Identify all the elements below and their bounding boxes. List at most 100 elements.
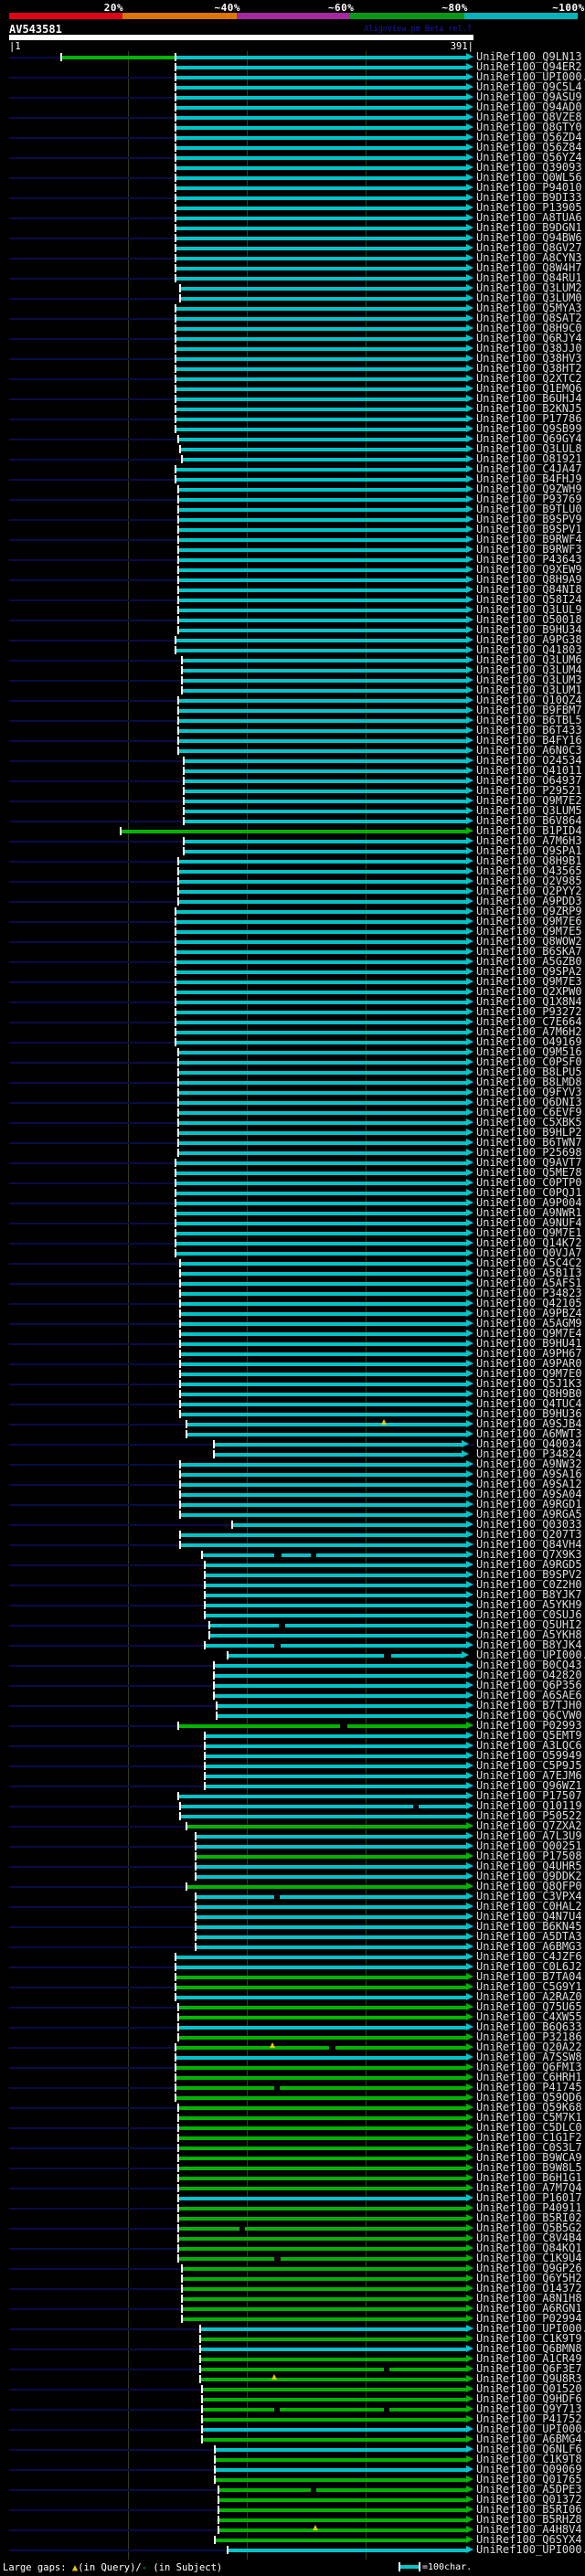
alignment-bar[interactable] [197,1855,466,1859]
alignment-bar[interactable] [176,166,466,170]
hit-label[interactable]: UniRef100_Q9SPA1 [476,844,582,857]
hit-label[interactable]: UniRef100_Q6BMN8 [476,2342,582,2355]
alignment-bar[interactable] [179,2006,466,2009]
alignment-bar[interactable] [176,66,466,69]
hit-label[interactable]: UniRef100_Q9M7E1 [476,1226,582,1239]
alignment-bar[interactable] [176,1966,466,1969]
hit-label[interactable]: UniRef100_B9WCA9 [476,2151,582,2164]
hit-label[interactable]: UniRef100_A7EJM6 [476,1769,582,1782]
hit-label[interactable]: UniRef100_O81921 [476,452,582,465]
alignment-bar[interactable] [176,1212,466,1215]
hit-label[interactable]: UniRef100_Q42105 [476,1297,582,1309]
hit-label[interactable]: UniRef100_B1PID4 [476,824,582,837]
hit-label[interactable]: UniRef100_Q9U8R3 [476,2372,582,2385]
alignment-bar[interactable] [185,800,466,803]
alignment-bar[interactable] [176,227,466,230]
hit-label[interactable]: UniRef100_Q6P356 [476,1679,582,1691]
hit-label[interactable]: UniRef100_A5AGM9 [476,1317,582,1330]
hit-label[interactable]: UniRef100_P13905 [476,201,582,214]
hit-label[interactable]: UniRef100_O14372 [476,2282,582,2295]
alignment-bar[interactable] [181,1393,466,1396]
hit-label[interactable]: UniRef100_P41752 [476,2412,582,2425]
hit-label[interactable]: UniRef100_Q8VZE8 [476,111,582,123]
alignment-bar[interactable] [179,1061,466,1065]
hit-label[interactable]: UniRef100_A9RGD1 [476,1498,582,1511]
alignment-bar[interactable] [176,950,466,954]
hit-label[interactable]: UniRef100_Q41803 [476,643,582,656]
alignment-bar[interactable] [176,418,466,421]
hit-label[interactable]: UniRef100_A5GZB0 [476,955,582,968]
hit-label[interactable]: UniRef100_Q0WL56 [476,171,582,184]
alignment-bar[interactable] [122,830,466,833]
alignment-bar[interactable] [181,1373,466,1376]
alignment-bar[interactable] [179,438,466,441]
hit-label[interactable]: UniRef100_Q8H9C0 [476,322,582,334]
hit-label[interactable]: UniRef100_A9NUF4 [476,1216,582,1229]
alignment-bar[interactable] [181,1413,466,1416]
alignment-bar[interactable] [179,2136,466,2140]
alignment-bar[interactable] [181,1322,466,1326]
hit-label[interactable]: UniRef100_Q9C5L4 [476,80,582,93]
alignment-bar[interactable] [179,568,466,572]
hit-label[interactable]: UniRef100_B9HU36 [476,1407,582,1420]
hit-label[interactable]: UniRef100_Q9GP26 [476,2262,582,2274]
hit-label[interactable]: UniRef100_P25698 [476,1146,582,1159]
alignment-bar[interactable] [176,1171,466,1175]
hit-label[interactable]: UniRef100_Q10119 [476,1799,582,1812]
hit-label[interactable]: UniRef100_B7TA04 [476,1970,582,1983]
hit-label[interactable]: UniRef100_Q3LUL8 [476,442,582,455]
alignment-bar[interactable] [176,116,466,120]
alignment-bar[interactable] [181,1543,466,1547]
hit-label[interactable]: UniRef100_Q9LN13 [476,50,582,63]
hit-label[interactable]: UniRef100_B9RWF4 [476,533,582,546]
alignment-bar[interactable] [179,860,466,864]
alignment-bar[interactable] [176,257,466,260]
hit-label[interactable]: UniRef100_Q9AVT7 [476,1156,582,1169]
alignment-bar[interactable] [183,2307,466,2311]
alignment-bar[interactable] [181,1403,466,1406]
alignment-bar[interactable] [181,1473,466,1477]
hit-label[interactable]: UniRef100_C7E664 [476,1015,582,1028]
hit-label[interactable]: UniRef100_A9SJB4 [476,1417,582,1430]
alignment-bar[interactable] [176,146,466,150]
alignment-bar[interactable] [181,287,466,291]
hit-label[interactable]: UniRef100_Q7ZXA2 [476,1819,582,1832]
hit-label[interactable]: UniRef100_B6TWN7 [476,1136,582,1149]
hit-label[interactable]: UniRef100_Q9DDK2 [476,1870,582,1882]
alignment-bar[interactable] [176,1976,466,1979]
alignment-bar[interactable] [176,649,466,652]
hit-label[interactable]: UniRef100_C4JZF6 [476,1950,582,1963]
alignment-bar[interactable] [216,2478,466,2482]
alignment-bar[interactable] [181,1342,466,1346]
hit-label[interactable]: UniRef100_Q6CVW0 [476,1709,582,1722]
hit-label[interactable]: UniRef100_P40911 [476,2201,582,2214]
hit-label[interactable]: UniRef100_A5B1I3 [476,1267,582,1279]
hit-label[interactable]: UniRef100_Q5J1K3 [476,1377,582,1390]
alignment-bar[interactable] [181,1493,466,1497]
hit-label[interactable]: UniRef100_Q84KQ1 [476,2242,582,2254]
alignment-bar[interactable] [179,739,466,743]
hit-label[interactable]: UniRef100_P93769 [476,493,582,505]
hit-label[interactable]: UniRef100_Q03033 [476,1518,582,1531]
hit-label[interactable]: UniRef100_Q5EMT9 [476,1729,582,1742]
alignment-bar[interactable] [179,2227,466,2231]
hit-label[interactable]: UniRef100_C5M7K1 [476,2111,582,2124]
alignment-bar[interactable] [176,920,466,924]
hit-label[interactable]: UniRef100_Q6Y5H2 [476,2272,582,2284]
hit-label[interactable]: UniRef100_A8N1H8 [476,2292,582,2305]
alignment-bar[interactable] [179,2187,466,2190]
hit-label[interactable]: UniRef100_Q84VH4 [476,1538,582,1551]
hit-label[interactable]: UniRef100_Q38JJ0 [476,342,582,355]
alignment-bar[interactable] [179,1151,466,1155]
alignment-bar[interactable] [203,2408,466,2412]
alignment-bar[interactable] [215,1453,462,1457]
hit-label[interactable]: UniRef100_Q38HV3 [476,352,582,365]
hit-label[interactable]: UniRef100_Q207T3 [476,1528,582,1541]
hit-label[interactable]: UniRef100_B8LMD8 [476,1076,582,1088]
hit-label[interactable]: UniRef100_C1G1F2 [476,2131,582,2144]
hit-label[interactable]: UniRef100_A7M7Q4 [476,2181,582,2194]
hit-label[interactable]: UniRef100_A9PG38 [476,633,582,646]
hit-label[interactable]: UniRef100_C1K9U4 [476,2252,582,2264]
hit-label[interactable]: UniRef100_A1CR49 [476,2352,582,2365]
hit-label[interactable]: UniRef100_O24534 [476,754,582,767]
